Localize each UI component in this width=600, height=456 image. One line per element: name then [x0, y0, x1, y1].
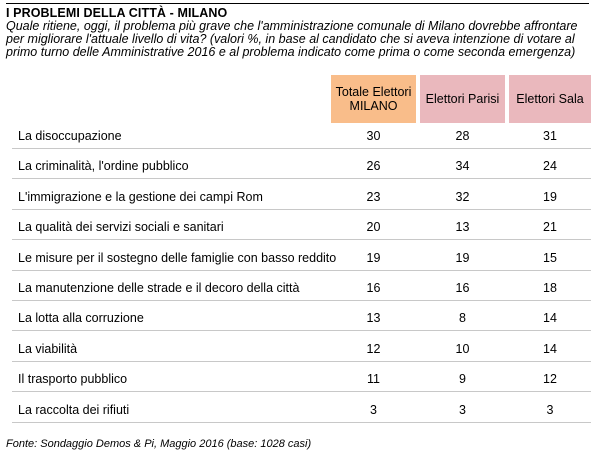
cell-value-totale: 12 [366, 341, 381, 356]
cell-value-parisi: 8 [459, 311, 466, 326]
cell-value-sala: 14 [543, 311, 557, 326]
column-header-parisi: Elettori Parisi [420, 75, 505, 123]
cell-value-sala: 24 [543, 159, 557, 174]
table-row: L'immigrazione e la gestione dei campi R… [12, 186, 591, 210]
cell-value-sala: 14 [543, 341, 557, 356]
cell-value-sala: 19 [543, 189, 557, 204]
cell-value-sala: 21 [543, 220, 557, 235]
cell-value-totale: 23 [366, 189, 381, 204]
cell-value-parisi: 13 [455, 220, 470, 235]
row-label: L'immigrazione e la gestione dei campi R… [18, 189, 263, 204]
cell-value-parisi: 32 [455, 189, 470, 204]
table-row: La disoccupazione 30 28 31 [12, 125, 591, 149]
cell-value-parisi: 3 [459, 402, 466, 417]
table-row: Il trasporto pubblico 11 9 12 [12, 368, 591, 393]
table-row: La lotta alla corruzione 13 8 14 [12, 307, 591, 332]
cell-value-sala: 12 [543, 372, 557, 387]
row-label: La viabilità [18, 341, 78, 356]
row-label: La qualità dei servizi sociali e sanitar… [18, 220, 224, 235]
row-label: La criminalità, l'ordine pubblico [18, 159, 189, 174]
cell-value-sala: 31 [543, 129, 557, 143]
row-label: Il trasporto pubblico [18, 372, 128, 387]
cell-value-parisi: 16 [455, 281, 470, 295]
cell-value-sala: 18 [543, 281, 557, 295]
table-row: La raccolta dei rifiuti 3 3 3 [12, 399, 591, 423]
cell-value-parisi: 10 [455, 341, 470, 356]
chart-subtitle: Quale ritiene, oggi, il problema più gra… [6, 19, 578, 59]
cell-value-totale: 30 [366, 129, 381, 143]
table-row: La criminalità, l'ordine pubblico 26 34 24 [12, 155, 591, 180]
cell-value-totale: 3 [370, 402, 377, 417]
cell-value-parisi: 19 [455, 250, 470, 265]
cell-value-parisi: 9 [459, 372, 466, 387]
row-label: La lotta alla corruzione [18, 311, 144, 326]
row-label: La disoccupazione [18, 129, 122, 143]
table-row: Le misure per il sostegno delle famiglie… [12, 247, 591, 271]
cell-value-totale: 11 [367, 372, 380, 387]
title-rule [6, 3, 589, 4]
cell-value-parisi: 34 [455, 159, 470, 174]
cell-value-totale: 13 [366, 311, 381, 326]
cell-value-totale: 16 [366, 281, 381, 295]
cell-value-parisi: 28 [455, 129, 470, 143]
row-label: La manutenzione delle strade e il decoro… [18, 281, 300, 295]
column-header-sala: Elettori Sala [509, 75, 591, 123]
source-note: Fonte: Sondaggio Demos & Pi, Maggio 2016… [6, 438, 312, 450]
table-row: La qualità dei servizi sociali e sanitar… [12, 216, 591, 241]
table-row: La viabilità 12 10 14 [12, 338, 591, 362]
column-header-totale: Totale Elettori MILANO [331, 75, 416, 123]
cell-value-totale: 26 [366, 159, 381, 174]
cell-value-sala: 3 [546, 402, 554, 417]
row-label: La raccolta dei rifiuti [18, 402, 130, 417]
row-label: Le misure per il sostegno delle famiglie… [18, 250, 337, 265]
cell-value-sala: 15 [543, 250, 557, 265]
table-row: La manutenzione delle strade e il decoro… [12, 277, 591, 301]
cell-value-totale: 20 [366, 220, 381, 235]
chart-title: I PROBLEMI DELLA CITTÀ - MILANO [6, 6, 228, 20]
cell-value-totale: 19 [366, 250, 381, 265]
